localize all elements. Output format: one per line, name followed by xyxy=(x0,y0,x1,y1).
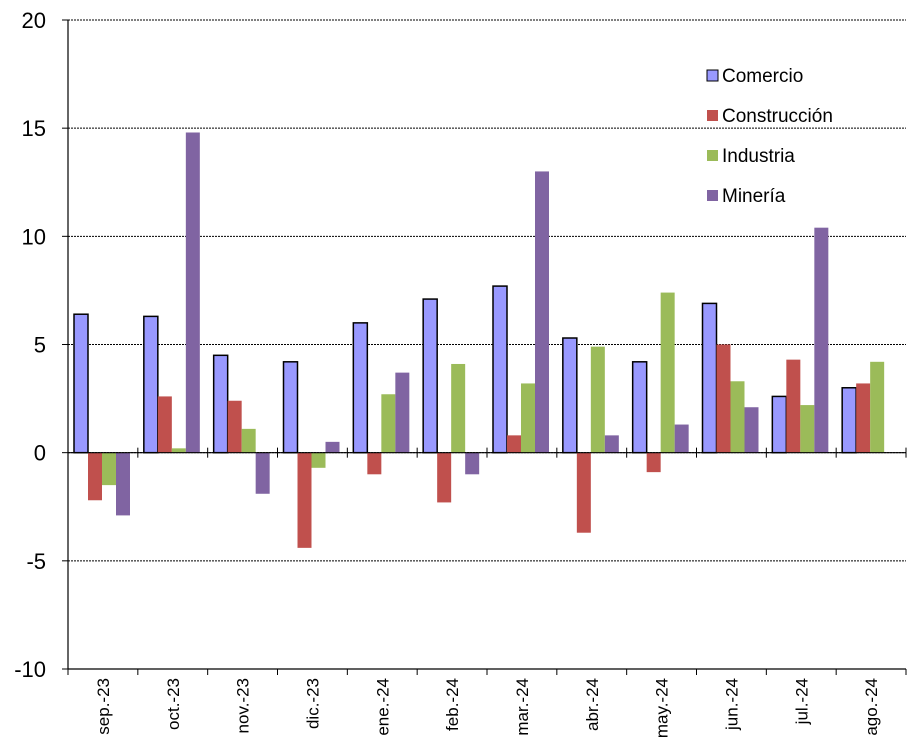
x-tick-label-abr.-24: abr.-24 xyxy=(583,678,602,731)
bar-construcción-sep.-23 xyxy=(88,452,102,501)
y-tick-label-5: 5 xyxy=(34,333,46,358)
bar-comercio-may.-24 xyxy=(631,361,648,454)
legend-label-comercio: Comercio xyxy=(722,66,803,87)
bar-minería-sep.-23 xyxy=(116,452,130,516)
bar-construcción-dic.-23 xyxy=(297,452,312,548)
legend-swatch-construcción xyxy=(707,110,718,121)
bar-industria-dic.-23 xyxy=(311,452,326,468)
axes xyxy=(62,19,907,675)
legend-label-construcción: Construcción xyxy=(722,106,833,127)
y-tick-label-0: 0 xyxy=(34,441,46,466)
y-tick-label-15: 15 xyxy=(22,116,46,141)
bar-construcción-jun.-24 xyxy=(716,344,731,453)
bar-minería-jun.-24 xyxy=(744,407,759,453)
x-tick-label-mar.-24: mar.-24 xyxy=(513,678,532,736)
bar-minería-mar.-24 xyxy=(535,171,549,453)
legend-label-industria: Industria xyxy=(722,146,795,167)
bar-construcción-ene.-24 xyxy=(367,452,382,475)
bar-minería-abr.-24 xyxy=(604,435,619,453)
y-tick-labels: -10 -5 0 5 10 15 20 xyxy=(14,8,46,682)
bar-minería-dic.-23 xyxy=(325,441,340,453)
bar-comercio-jun.-24 xyxy=(701,302,718,454)
bar-comercio-dic.-23 xyxy=(282,361,299,454)
x-tick-label-dic.-23: dic.-23 xyxy=(303,678,322,729)
x-tick-label-may.-24: may.-24 xyxy=(653,678,672,738)
bars xyxy=(73,132,885,548)
x-tick-label-oct.-23: oct.-23 xyxy=(164,678,183,730)
bar-industria-abr.-24 xyxy=(590,346,605,453)
x-tick-label-nov.-23: nov.-23 xyxy=(234,678,253,733)
bar-industria-feb.-24 xyxy=(451,363,466,453)
bar-comercio-sep.-23 xyxy=(73,313,89,454)
bar-minería-may.-24 xyxy=(674,424,689,453)
legend-swatch-minería xyxy=(707,190,718,201)
x-tick-label-feb.-24: feb.-24 xyxy=(443,678,462,731)
bar-comercio-ene.-24 xyxy=(352,322,369,454)
y-tick-label--5: -5 xyxy=(26,549,46,574)
bar-industria-oct.-23 xyxy=(171,448,186,453)
bar-minería-ene.-24 xyxy=(395,372,410,453)
bar-construcción-feb.-24 xyxy=(437,452,452,503)
legend-swatch-industria xyxy=(707,150,718,161)
x-tick-label-ago.-24: ago.-24 xyxy=(862,678,881,736)
bar-industria-nov.-23 xyxy=(241,428,256,453)
bar-industria-jun.-24 xyxy=(730,381,745,453)
x-tick-labels: sep.-23 oct.-23 nov.-23 dic.-23 ene.-24 feb.-… xyxy=(94,678,881,738)
bar-construcción-ago.-24 xyxy=(856,383,871,453)
x-tick-label-jun.-24: jun.-24 xyxy=(722,678,741,731)
y-tick-label--10: -10 xyxy=(14,657,46,682)
bar-industria-ene.-24 xyxy=(381,394,396,453)
bar-minería-nov.-23 xyxy=(255,452,270,494)
bar-minería-feb.-24 xyxy=(465,452,480,475)
bar-industria-sep.-23 xyxy=(102,452,116,486)
bar-construcción-abr.-24 xyxy=(576,452,591,533)
legend-swatch-comercio xyxy=(706,69,719,82)
bar-industria-ago.-24 xyxy=(870,361,885,453)
bar-construcción-nov.-23 xyxy=(227,400,242,453)
bar-minería-jul.-24 xyxy=(814,227,829,453)
bar-comercio-mar.-24 xyxy=(492,285,508,454)
x-tick-label-ene.-24: ene.-24 xyxy=(373,678,392,736)
bar-comercio-oct.-23 xyxy=(143,315,159,454)
bar-industria-mar.-24 xyxy=(521,383,535,453)
bar-comercio-abr.-24 xyxy=(562,337,578,454)
x-tick-label-sep.-23: sep.-23 xyxy=(94,678,113,735)
bar-comercio-nov.-23 xyxy=(212,354,229,454)
bar-minería-oct.-23 xyxy=(185,132,200,453)
bar-industria-may.-24 xyxy=(660,292,675,453)
y-tick-label-10: 10 xyxy=(22,224,46,249)
legend-label-minería: Minería xyxy=(722,186,786,207)
y-tick-label-20: 20 xyxy=(22,8,46,33)
bar-comercio-jul.-24 xyxy=(771,395,788,454)
bar-construcción-may.-24 xyxy=(646,452,661,473)
bar-industria-jul.-24 xyxy=(800,405,815,453)
x-tick-label-jul.-24: jul.-24 xyxy=(792,678,811,725)
bar-construcción-oct.-23 xyxy=(157,396,172,453)
bar-comercio-feb.-24 xyxy=(422,298,438,454)
bar-construcción-mar.-24 xyxy=(507,435,521,453)
bar-comercio-ago.-24 xyxy=(841,387,857,454)
legend: Comercio Construcción Industria Minería xyxy=(706,66,833,207)
bar-construcción-jul.-24 xyxy=(786,359,801,453)
